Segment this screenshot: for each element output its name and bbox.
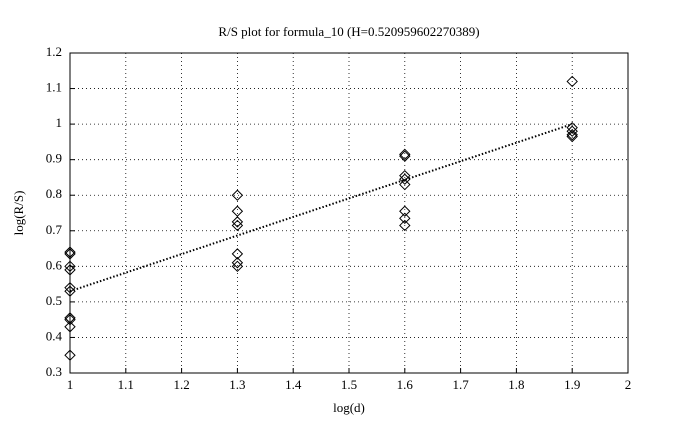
data-point <box>64 313 76 326</box>
x-tick-label: 1.2 <box>173 377 189 392</box>
x-tick-label: 1.4 <box>285 377 302 392</box>
data-point <box>399 173 411 185</box>
x-tick-label: 1.8 <box>508 377 524 392</box>
data-point <box>399 150 411 162</box>
y-tick-label: 1.1 <box>46 80 62 95</box>
x-tick-label: 2 <box>625 377 632 392</box>
data-point <box>399 205 411 217</box>
data-point <box>231 216 244 228</box>
y-tick-label: 0.4 <box>46 328 63 343</box>
data-point <box>399 169 411 182</box>
data-point <box>566 75 578 88</box>
x-tick-label: 1.5 <box>341 377 357 392</box>
data-point <box>64 321 76 333</box>
y-tick-label: 0.6 <box>46 257 63 272</box>
x-axis-label: log(d) <box>333 400 365 415</box>
data-point <box>64 246 76 258</box>
y-tick-label: 0.9 <box>46 151 62 166</box>
data-point <box>64 260 76 273</box>
data-point <box>64 312 76 324</box>
data-point <box>399 219 411 232</box>
y-tick-label: 0.8 <box>46 186 62 201</box>
data-point <box>399 178 411 191</box>
data-point <box>64 248 76 260</box>
x-tick-label: 1 <box>67 377 74 392</box>
y-axis-label: log(R/S) <box>11 191 26 236</box>
data-point <box>231 219 244 232</box>
data-point <box>399 148 411 161</box>
x-tick-label: 1.3 <box>229 377 245 392</box>
fit-line <box>69 123 573 293</box>
data-point <box>231 260 244 273</box>
y-tick-label: 1 <box>56 115 63 130</box>
data-point <box>399 212 411 225</box>
data-point <box>566 125 578 137</box>
y-tick-label: 0.5 <box>46 293 62 308</box>
y-tick-label: 0.7 <box>46 222 63 237</box>
data-point <box>231 257 244 269</box>
x-tick-label: 1.1 <box>118 377 134 392</box>
data-point <box>566 130 578 143</box>
x-tick-label: 1.9 <box>564 377 580 392</box>
data-point <box>64 281 76 294</box>
data-point <box>231 189 244 201</box>
data-point <box>64 349 76 361</box>
data-point <box>64 264 76 276</box>
x-tick-label: 1.6 <box>397 377 414 392</box>
y-tick-label: 0.3 <box>46 364 62 379</box>
data-point <box>566 129 578 141</box>
chart-title: R/S plot for formula_10 (H=0.52095960227… <box>218 24 479 39</box>
x-tick-label: 1.7 <box>452 377 469 392</box>
data-point <box>231 248 244 260</box>
y-tick-label: 1.2 <box>46 44 62 59</box>
